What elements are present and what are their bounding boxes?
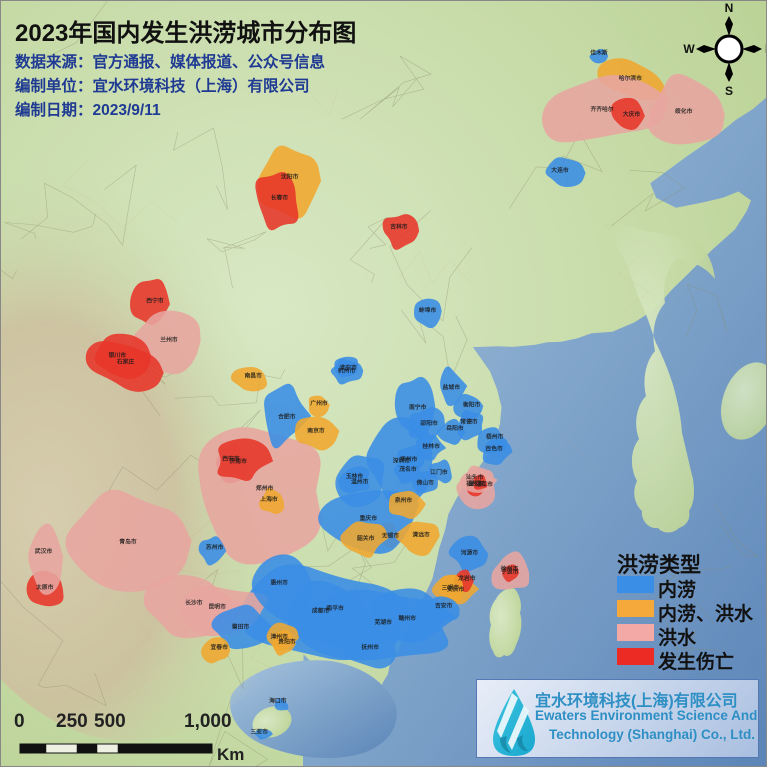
svg-text:汕头市: 汕头市 [466,473,484,481]
svg-text:蚌埠市: 蚌埠市 [419,306,437,314]
svg-text:重庆市: 重庆市 [360,514,378,522]
svg-text:常德市: 常德市 [460,418,478,426]
svg-text:西宁市: 西宁市 [146,296,164,304]
svg-text:苏州市: 苏州市 [206,543,224,551]
svg-text:银川市: 银川市 [109,351,127,359]
svg-text:南宁市: 南宁市 [409,403,427,411]
svg-text:合肥市: 合肥市 [278,412,296,420]
svg-text:岳阳市: 岳阳市 [446,424,464,432]
svg-text:佳木斯: 佳木斯 [590,48,608,56]
svg-text:龙岩市: 龙岩市 [457,574,476,582]
svg-text:江门市: 江门市 [430,468,448,476]
svg-text:昆明市: 昆明市 [208,603,226,611]
svg-text:大庆市: 大庆市 [623,110,641,118]
svg-text:上海市: 上海市 [260,495,278,503]
svg-text:吉林市: 吉林市 [390,222,408,230]
svg-text:河源市: 河源市 [461,549,479,557]
svg-text:玉林市: 玉林市 [346,472,364,480]
svg-text:齐齐哈尔: 齐齐哈尔 [590,105,613,113]
svg-text:湛江市: 湛江市 [475,480,493,488]
svg-text:W: W [683,42,695,56]
svg-text:盐城市: 盐城市 [443,383,461,391]
svg-text:柳州市: 柳州市 [400,455,418,463]
svg-text:大连市: 大连市 [551,166,569,174]
svg-text:衡阳市: 衡阳市 [463,401,481,409]
svg-text:石家庄: 石家庄 [116,357,135,365]
svg-text:海口市: 海口市 [269,697,287,705]
svg-text:茂名市: 茂名市 [398,465,417,473]
svg-text:芜湖市: 芜湖市 [374,618,392,626]
svg-text:无锡市: 无锡市 [381,531,400,539]
svg-text:青岛市: 青岛市 [119,538,137,546]
svg-text:广州市: 广州市 [310,399,328,407]
svg-text:武汉市: 武汉市 [35,547,53,555]
svg-text:济南市: 济南市 [229,457,247,465]
svg-text:兰州市: 兰州市 [160,336,178,344]
svg-text:长沙市: 长沙市 [185,598,203,606]
svg-text:宜春市: 宜春市 [210,643,228,651]
svg-text:泉州市: 泉州市 [394,496,413,504]
svg-text:百色市: 百色市 [485,445,503,453]
svg-text:哈尔滨市: 哈尔滨市 [619,74,642,82]
svg-text:梧州市: 梧州市 [486,432,504,440]
svg-text:长春市: 长春市 [271,193,289,201]
svg-text:桂林市: 桂林市 [421,442,440,450]
svg-text:清远市: 清远市 [412,531,430,539]
svg-text:漳州市: 漳州市 [270,633,288,641]
svg-text:绥化市: 绥化市 [674,107,693,115]
svg-text:太原市: 太原市 [36,583,54,591]
svg-text:徐州市: 徐州市 [500,565,519,573]
svg-text:N: N [725,1,734,15]
svg-text:赣州市: 赣州市 [398,614,416,622]
svg-text:邵阳市: 邵阳市 [419,419,438,427]
svg-text:韶关市: 韶关市 [357,534,375,542]
svg-text:佛山市: 佛山市 [415,478,434,486]
svg-text:三亚市: 三亚市 [250,728,268,736]
svg-text:沈阳市: 沈阳市 [281,172,299,180]
svg-text:南平市: 南平市 [326,604,344,612]
svg-text:淮安市: 淮安市 [339,364,357,372]
svg-text:三明市: 三明市 [442,584,460,592]
svg-text:郑州市: 郑州市 [256,484,274,492]
svg-text:吉安市: 吉安市 [435,602,453,610]
svg-text:南昌市: 南昌市 [244,371,262,379]
svg-text:惠州市: 惠州市 [270,578,288,586]
svg-text:莆田市: 莆田市 [232,623,250,631]
svg-text:S: S [725,84,733,98]
svg-text:南京市: 南京市 [307,427,325,435]
svg-text:抚州市: 抚州市 [361,643,379,651]
